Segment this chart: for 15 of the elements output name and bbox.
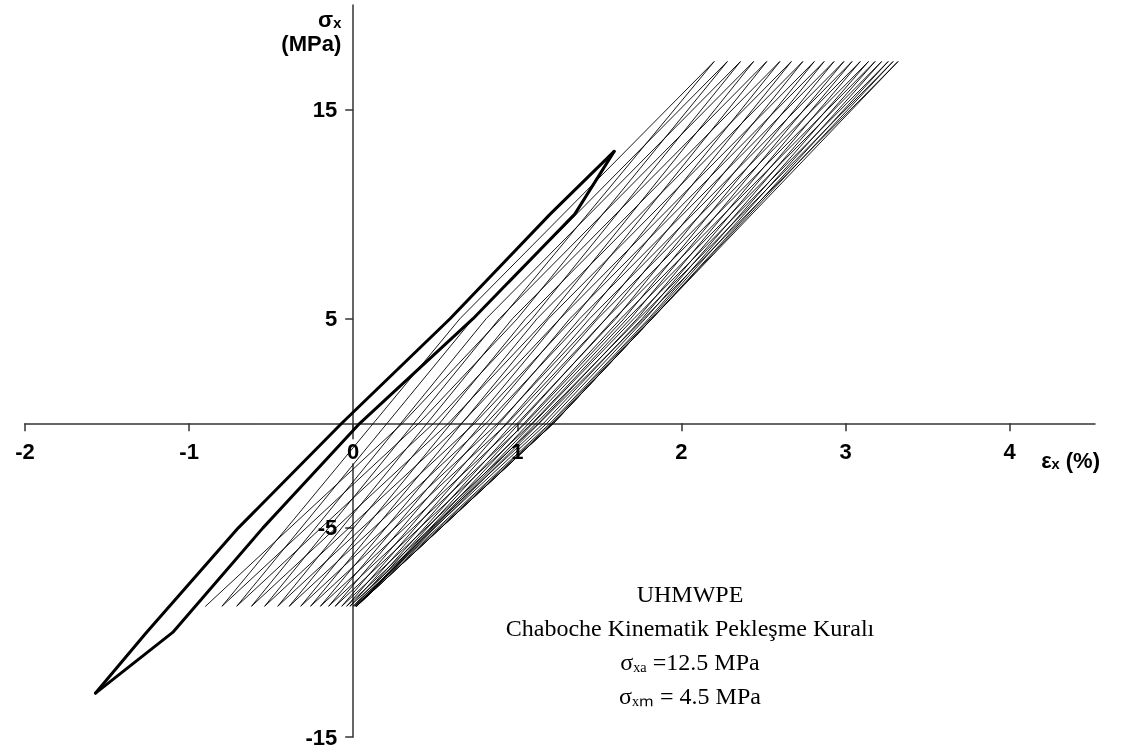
- x-tick-label: 4: [1003, 438, 1017, 464]
- x-tick-label: 1: [511, 438, 524, 464]
- annotation: Chaboche Kinematik Pekleşme Kuralı: [505, 615, 875, 641]
- x-tick-label: 2: [675, 438, 688, 464]
- annotation: UHMWPE: [636, 581, 744, 607]
- y-tick-label: -15: [305, 724, 338, 750]
- annotation: σₓₐ =12.5 MPa: [620, 649, 761, 675]
- annotation: σₓₘ = 4.5 MPa: [619, 683, 762, 709]
- y-axis-title: σₓ (MPa): [281, 6, 343, 56]
- x-axis-title: εₓ (%): [1041, 447, 1100, 473]
- y-tick-label: 15: [312, 97, 338, 123]
- x-tick-label: 3: [839, 438, 852, 464]
- x-tick-label: -2: [15, 438, 35, 464]
- y-tick-label: 5: [324, 306, 338, 332]
- x-tick-label: -1: [179, 438, 199, 464]
